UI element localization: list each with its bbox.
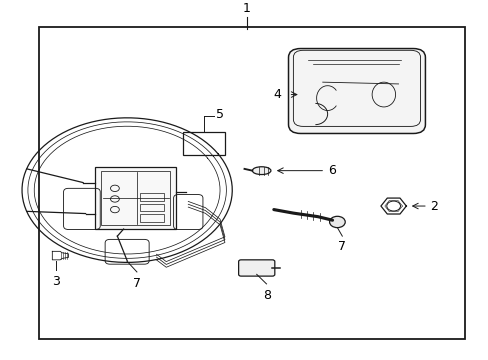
Circle shape	[329, 216, 345, 228]
Bar	[101, 171, 170, 225]
Bar	[95, 167, 176, 229]
Bar	[140, 214, 163, 222]
Text: 4: 4	[273, 88, 281, 101]
Bar	[140, 203, 163, 211]
Bar	[39, 27, 464, 339]
Text: 7: 7	[133, 276, 141, 289]
Text: 2: 2	[429, 199, 437, 212]
Text: 8: 8	[263, 288, 271, 302]
FancyBboxPatch shape	[288, 49, 425, 134]
Text: 6: 6	[327, 164, 335, 177]
Text: 5: 5	[216, 108, 224, 121]
Bar	[183, 132, 224, 155]
Ellipse shape	[252, 167, 270, 175]
Text: 1: 1	[243, 2, 250, 15]
FancyBboxPatch shape	[238, 260, 274, 276]
Text: 3: 3	[52, 275, 60, 288]
Bar	[140, 193, 163, 201]
Text: 7: 7	[338, 240, 346, 253]
